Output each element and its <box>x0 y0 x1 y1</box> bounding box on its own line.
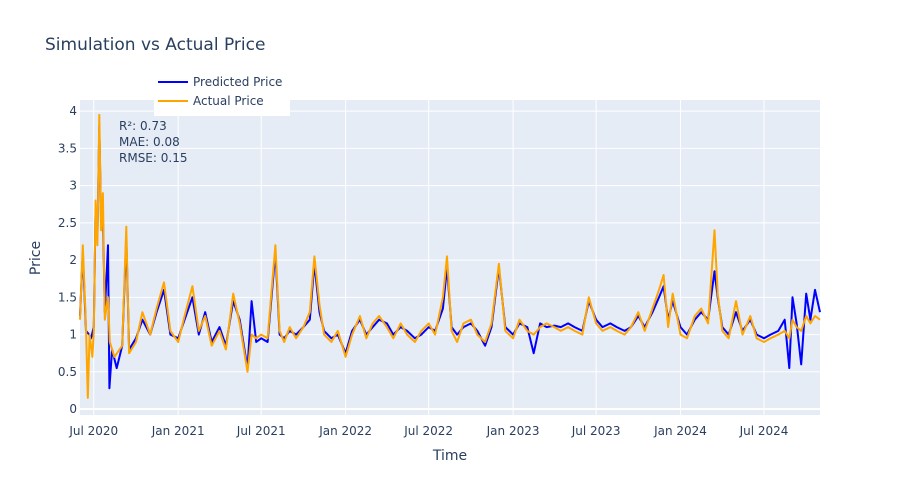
x-tick-label: Jul 2020 <box>68 424 118 438</box>
legend-label-predicted: Predicted Price <box>193 75 282 89</box>
x-tick-label: Jul 2024 <box>739 424 789 438</box>
y-tick-label: 4 <box>69 104 77 118</box>
y-axis-title: Price <box>28 241 44 275</box>
y-tick-label: 3.5 <box>58 141 77 155</box>
x-tick-label: Jan 2022 <box>318 424 372 438</box>
plot-background <box>80 100 820 415</box>
annotation-rmse: RMSE: 0.15 <box>119 151 187 165</box>
y-tick-label: 1.5 <box>58 290 77 304</box>
y-tick-label: 2.5 <box>58 216 77 230</box>
chart-title: Simulation vs Actual Price <box>45 35 265 55</box>
legend-background <box>154 72 290 116</box>
x-tick-label: Jul 2023 <box>571 424 621 438</box>
y-tick-label: 2 <box>69 253 77 267</box>
y-tick-label: 3 <box>69 179 77 193</box>
y-tick-label: 0.5 <box>58 365 77 379</box>
x-tick-label: Jul 2021 <box>236 424 286 438</box>
series-line-actual[interactable] <box>79 113 821 399</box>
series-lines <box>79 113 821 399</box>
y-axis-ticks: 0 0.5 1 1.5 2 2.5 3 3.5 4 <box>58 104 77 416</box>
x-tick-label: Jul 2022 <box>403 424 453 438</box>
x-tick-label: Jan 2021 <box>151 424 205 438</box>
x-axis-title: Time <box>432 448 467 464</box>
legend-item-predicted[interactable]: Predicted Price <box>158 75 282 89</box>
y-tick-label: 0 <box>69 402 77 416</box>
legend-label-actual: Actual Price <box>193 94 264 108</box>
x-tick-label: Jan 2023 <box>486 424 540 438</box>
legend-item-actual[interactable]: Actual Price <box>158 94 264 108</box>
legend[interactable]: Predicted Price Actual Price <box>154 72 290 116</box>
annotation-mae: MAE: 0.08 <box>119 135 180 149</box>
annotation-r2: R²: 0.73 <box>119 119 167 133</box>
x-tick-label: Jan 2024 <box>653 424 707 438</box>
metrics-annotation: R²: 0.73 MAE: 0.08 RMSE: 0.15 <box>119 119 187 165</box>
x-axis-ticks: Jul 2020 Jan 2021 Jul 2021 Jan 2022 Jul 2022… <box>68 424 788 438</box>
y-tick-label: 1 <box>69 328 77 342</box>
